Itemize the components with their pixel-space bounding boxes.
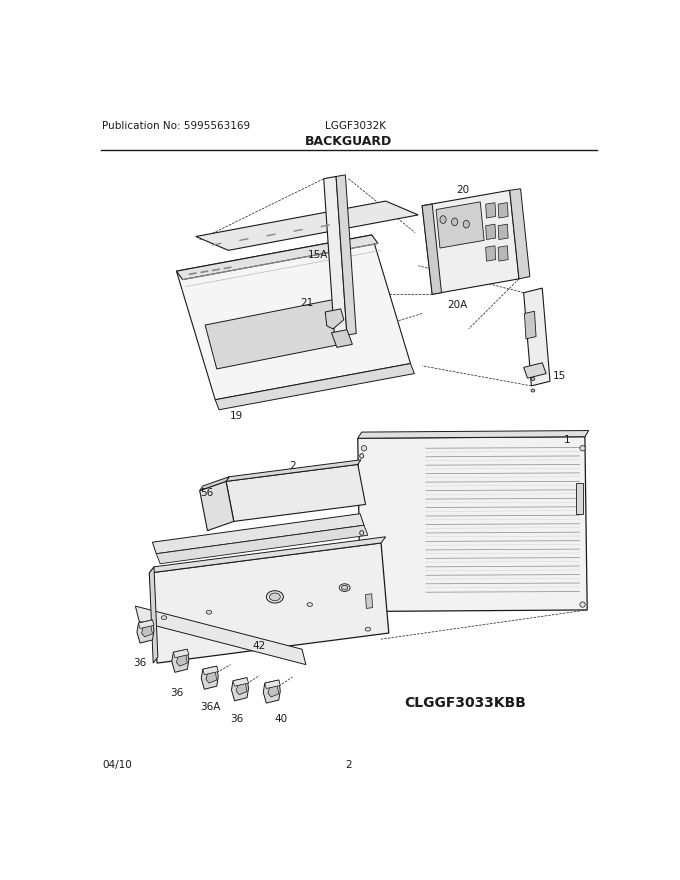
Polygon shape xyxy=(150,543,389,664)
Polygon shape xyxy=(137,620,154,643)
Polygon shape xyxy=(498,224,508,239)
Polygon shape xyxy=(263,680,280,703)
Text: 04/10: 04/10 xyxy=(102,759,132,770)
Ellipse shape xyxy=(452,218,458,225)
Polygon shape xyxy=(139,620,154,628)
Polygon shape xyxy=(135,606,306,664)
Polygon shape xyxy=(265,680,280,688)
Ellipse shape xyxy=(580,445,585,451)
Polygon shape xyxy=(498,202,508,218)
Ellipse shape xyxy=(531,389,535,392)
Ellipse shape xyxy=(360,492,364,496)
Polygon shape xyxy=(524,363,546,378)
Ellipse shape xyxy=(341,585,347,590)
Ellipse shape xyxy=(161,616,167,620)
Ellipse shape xyxy=(267,590,284,603)
Text: 42: 42 xyxy=(253,641,266,650)
Text: 15: 15 xyxy=(553,371,566,381)
Polygon shape xyxy=(152,514,364,554)
Ellipse shape xyxy=(361,445,367,451)
Text: 56: 56 xyxy=(200,488,213,497)
Ellipse shape xyxy=(206,611,211,614)
Text: 40: 40 xyxy=(275,714,288,724)
Polygon shape xyxy=(268,686,279,697)
Polygon shape xyxy=(150,537,386,573)
Text: CLGGF3033KBB: CLGGF3033KBB xyxy=(404,696,526,710)
Text: 36: 36 xyxy=(133,658,146,669)
Polygon shape xyxy=(233,678,248,686)
Polygon shape xyxy=(331,330,352,348)
Polygon shape xyxy=(231,678,248,700)
Text: BACKGUARD: BACKGUARD xyxy=(305,135,392,148)
Polygon shape xyxy=(436,202,484,248)
Ellipse shape xyxy=(531,378,535,380)
Polygon shape xyxy=(236,683,247,694)
Text: 2: 2 xyxy=(345,759,352,770)
Text: 36: 36 xyxy=(170,688,184,698)
Polygon shape xyxy=(486,246,496,261)
Text: 1: 1 xyxy=(564,435,571,445)
Text: LGGF3032K: LGGF3032K xyxy=(325,121,386,130)
Text: 36A: 36A xyxy=(200,702,220,712)
Polygon shape xyxy=(156,525,368,564)
Polygon shape xyxy=(422,204,441,294)
Ellipse shape xyxy=(365,627,371,631)
Polygon shape xyxy=(524,288,550,385)
Polygon shape xyxy=(203,666,218,675)
Ellipse shape xyxy=(463,220,469,228)
Polygon shape xyxy=(176,235,411,400)
Polygon shape xyxy=(510,188,530,279)
Polygon shape xyxy=(205,299,348,369)
Polygon shape xyxy=(486,224,496,239)
Polygon shape xyxy=(172,649,189,672)
Text: 20A: 20A xyxy=(447,299,467,310)
Ellipse shape xyxy=(360,454,364,458)
Ellipse shape xyxy=(360,531,364,535)
Text: 2: 2 xyxy=(290,461,296,472)
Polygon shape xyxy=(196,201,418,250)
Text: 19: 19 xyxy=(230,410,243,421)
Polygon shape xyxy=(524,312,536,339)
Polygon shape xyxy=(201,666,218,689)
Polygon shape xyxy=(206,671,217,683)
Ellipse shape xyxy=(360,569,364,574)
Polygon shape xyxy=(324,176,347,337)
Polygon shape xyxy=(226,465,366,521)
Text: Publication No: 5995563169: Publication No: 5995563169 xyxy=(102,121,250,130)
Polygon shape xyxy=(200,481,234,531)
Polygon shape xyxy=(422,190,519,294)
Text: 20: 20 xyxy=(456,185,469,194)
Polygon shape xyxy=(200,477,229,491)
Polygon shape xyxy=(150,567,158,664)
Polygon shape xyxy=(366,594,373,608)
Polygon shape xyxy=(498,246,508,261)
Polygon shape xyxy=(226,459,361,481)
Text: 36: 36 xyxy=(230,714,243,724)
Ellipse shape xyxy=(339,583,350,591)
Polygon shape xyxy=(486,202,496,218)
Text: 15A: 15A xyxy=(308,250,328,260)
Polygon shape xyxy=(173,649,189,657)
Polygon shape xyxy=(325,309,344,329)
Polygon shape xyxy=(176,235,378,280)
Ellipse shape xyxy=(580,602,585,607)
Polygon shape xyxy=(358,436,588,612)
Text: 21: 21 xyxy=(301,298,313,308)
Ellipse shape xyxy=(361,602,367,607)
Polygon shape xyxy=(575,483,583,514)
Polygon shape xyxy=(358,430,589,438)
Polygon shape xyxy=(215,363,414,410)
Ellipse shape xyxy=(440,216,446,224)
Polygon shape xyxy=(336,175,356,335)
Ellipse shape xyxy=(307,603,313,606)
Polygon shape xyxy=(141,626,152,637)
Polygon shape xyxy=(176,655,187,666)
Ellipse shape xyxy=(269,593,280,601)
